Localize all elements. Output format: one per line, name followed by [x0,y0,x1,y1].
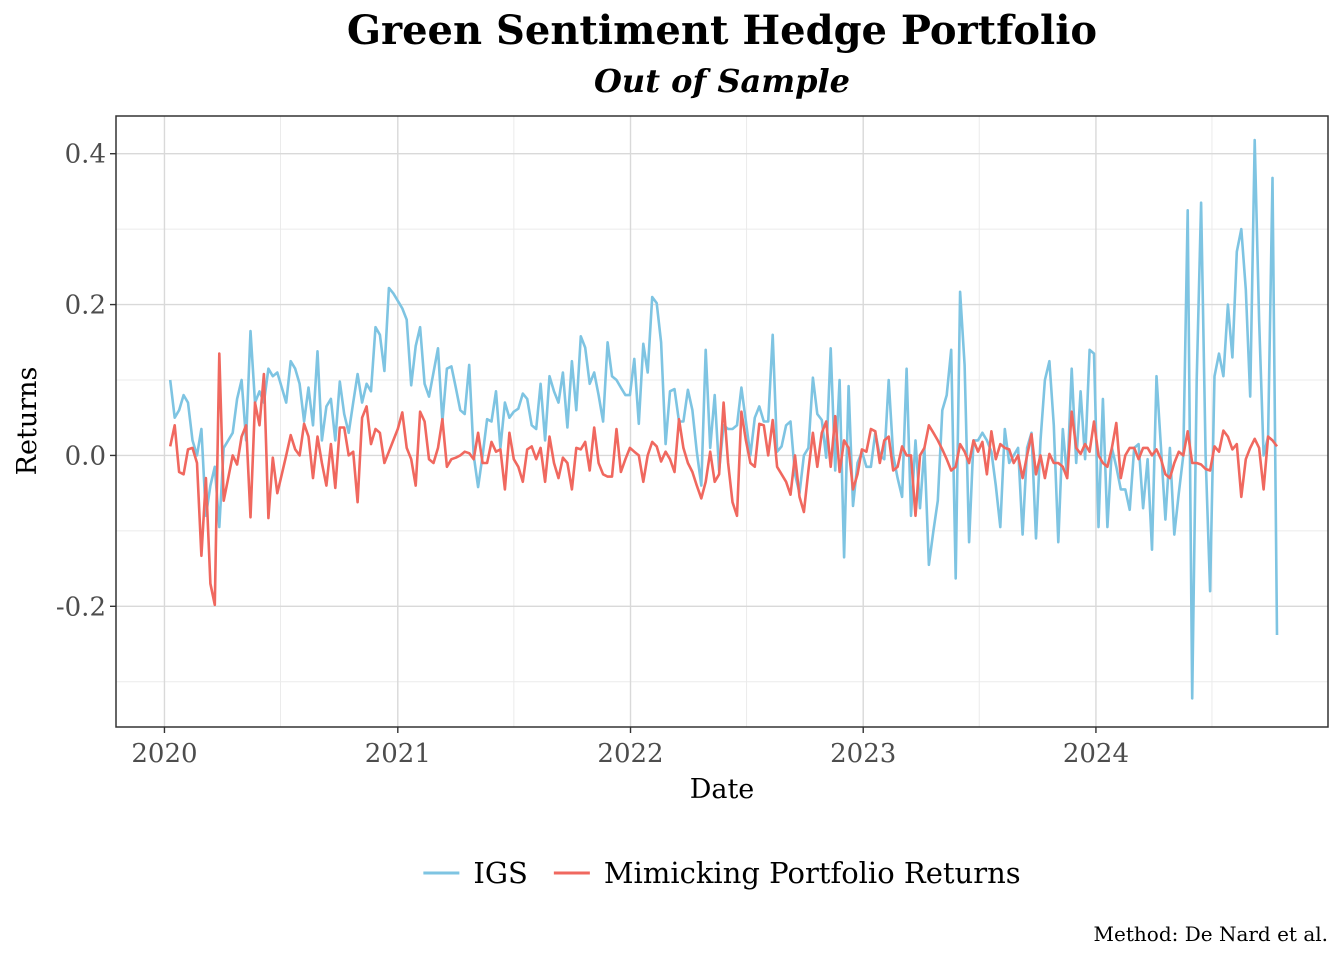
series-line-mimicking-portfolio [168,352,1279,607]
y-tick-label: 0.0 [65,441,106,471]
chart-subtitle: Out of Sample [594,62,850,100]
legend-label: Mimicking Portfolio Returns [604,856,1021,890]
y-tick-label: -0.2 [56,592,106,622]
y-tick-label: 0.4 [65,140,106,170]
legend-label: IGS [473,856,528,890]
series-line-igs [168,138,1279,700]
legend-item-mimicking-portfolio: Mimicking Portfolio Returns [553,856,1021,890]
y-tick-label: 0.2 [65,291,106,321]
x-tick-label: 2024 [1063,739,1129,769]
legend-item-igs: IGS [423,856,528,890]
x-tick-label: 2021 [365,739,431,769]
y-axis-title: Returns [12,367,43,476]
x-tick-label: 2023 [830,739,896,769]
legend: IGS Mimicking Portfolio Returns [423,856,1021,890]
x-tick-label: 2020 [131,739,197,769]
x-axis-title: Date [690,774,755,805]
x-tick-label: 2022 [597,739,663,769]
caption: Method: De Nard et al. [1094,922,1328,946]
y-axis: 0.4 0.2 0.0 -0.2 [56,140,116,622]
plot-panel-border [115,115,1329,728]
series-layer [168,138,1279,700]
chart-title: Green Sentiment Hedge Portfolio [347,7,1097,54]
x-axis: 2020 2021 2022 2023 2024 [131,727,1129,769]
